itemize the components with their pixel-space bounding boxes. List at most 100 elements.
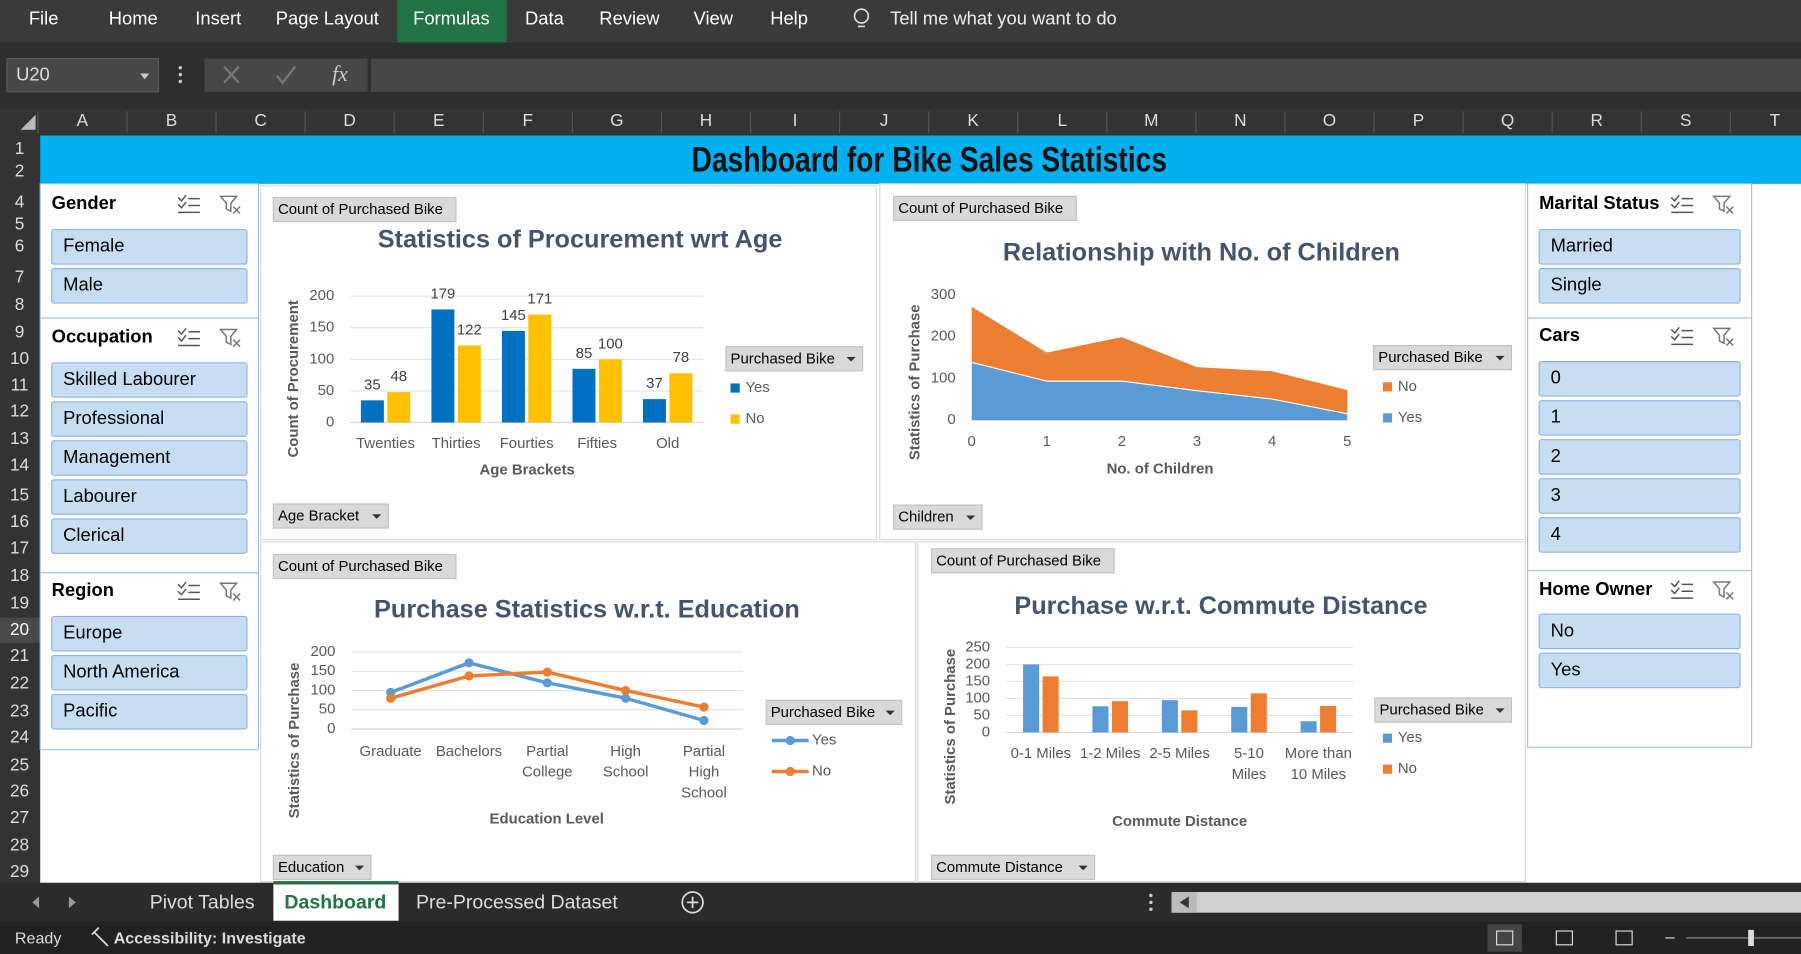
legend-label[interactable]: Yes [1398, 729, 1422, 746]
legend-title-button[interactable] [1373, 344, 1513, 371]
active-ribbon-tab[interactable] [397, 0, 507, 43]
slicer-item-label[interactable]: 2 [1551, 445, 1561, 466]
row-header[interactable]: 1 [15, 138, 25, 158]
row-header[interactable]: 29 [10, 861, 29, 881]
ribbon-tab[interactable]: Insert [195, 7, 241, 28]
row-header[interactable]: 25 [10, 754, 29, 774]
ribbon-tab[interactable]: Home [109, 7, 158, 28]
slicer-item[interactable] [51, 229, 248, 265]
active-sheet-tab[interactable] [273, 882, 399, 921]
slicer-item[interactable] [1538, 400, 1741, 436]
slicer-item[interactable] [1538, 652, 1741, 689]
zoom-thumb[interactable] [1748, 929, 1754, 946]
slicer-item-label[interactable]: Skilled Labourer [63, 368, 196, 389]
legend-label[interactable]: No [1398, 760, 1417, 777]
row-header[interactable]: 12 [10, 401, 29, 421]
axis-field-button-dropdown[interactable] [1078, 865, 1088, 871]
column-header[interactable]: N [1234, 110, 1246, 130]
row-header[interactable]: 16 [10, 511, 29, 531]
row-header[interactable]: 2 [15, 161, 25, 181]
legend-label[interactable]: No [745, 410, 764, 427]
column-header[interactable]: K [967, 110, 979, 130]
row-header[interactable]: 13 [10, 428, 29, 448]
function-icon[interactable]: fx [332, 62, 348, 86]
slicer-item-label[interactable]: Professional [63, 407, 164, 428]
slicer-item[interactable] [51, 440, 248, 476]
ribbon-tab[interactable]: Page Layout [276, 7, 379, 28]
accessibility-status[interactable]: Accessibility: Investigate [114, 929, 306, 947]
slicer-item[interactable] [1538, 439, 1741, 475]
legend-title-button-dropdown[interactable] [846, 357, 856, 362]
column-header[interactable]: R [1590, 110, 1602, 130]
slicer-item[interactable] [1538, 229, 1741, 265]
legend-title-button-label[interactable]: Purchased Bike [1379, 702, 1483, 719]
value-field-button[interactable] [272, 196, 457, 223]
row-header[interactable]: 19 [10, 592, 29, 612]
clear-filter-button[interactable] [218, 328, 241, 348]
row-header[interactable]: 17 [10, 537, 29, 557]
column-header[interactable]: T [1770, 110, 1781, 130]
row-header[interactable]: 8 [15, 294, 25, 314]
slicer-item-label[interactable]: Europe [63, 622, 122, 643]
slicer-item-label[interactable]: No [1551, 619, 1574, 640]
normal-view[interactable] [1487, 924, 1522, 952]
row-header[interactable]: 28 [10, 835, 29, 855]
slicer-item-label[interactable]: 4 [1551, 523, 1561, 544]
legend-label[interactable]: No [812, 762, 831, 779]
slicer-item[interactable] [51, 518, 248, 554]
value-field-button-label[interactable]: Count of Purchased Bike [936, 552, 1101, 569]
axis-field-button[interactable] [893, 504, 983, 530]
horizontal-scrollbar[interactable] [1171, 892, 1801, 913]
column-header[interactable]: A [77, 110, 89, 130]
slicer-item[interactable] [51, 401, 248, 437]
axis-field-button-label[interactable]: Commute Distance [936, 859, 1063, 876]
slicer-item-label[interactable]: 3 [1551, 484, 1561, 505]
search-box[interactable]: Tell me what you want to do [890, 7, 1117, 28]
row-header[interactable]: 23 [10, 700, 29, 720]
row-header[interactable]: 22 [10, 673, 29, 693]
slicer-item[interactable] [1538, 517, 1741, 553]
name-box[interactable] [6, 57, 160, 93]
legend-title-button-label[interactable]: Purchased Bike [1378, 349, 1482, 366]
legend-title-button[interactable] [765, 699, 903, 725]
page-break-view[interactable] [1615, 930, 1633, 946]
column-header[interactable]: M [1144, 110, 1158, 130]
column-header[interactable]: J [880, 110, 889, 130]
multi-select-button[interactable] [177, 581, 200, 601]
column-header[interactable]: I [793, 110, 798, 130]
column-header[interactable]: C [254, 110, 266, 130]
ribbon-tab[interactable]: Help [770, 7, 808, 28]
name-box-dropdown[interactable] [140, 73, 150, 80]
row-header[interactable]: 26 [10, 781, 29, 801]
column-header[interactable]: O [1323, 110, 1336, 130]
legend-label[interactable]: No [1398, 378, 1417, 395]
column-header[interactable]: D [343, 110, 355, 130]
new-sheet-button[interactable] [681, 891, 704, 914]
legend-title-button-dropdown[interactable] [1495, 355, 1505, 361]
slicer-item-label[interactable]: Female [63, 235, 124, 256]
slicer-item-label[interactable]: Management [63, 446, 170, 467]
row-header[interactable]: 27 [10, 807, 29, 827]
legend-title-button[interactable] [725, 346, 864, 372]
row-header[interactable]: 14 [10, 455, 30, 475]
slicer-item[interactable] [51, 615, 248, 652]
clear-filter-button[interactable] [1712, 195, 1734, 215]
slicer-item-label[interactable]: 1 [1551, 406, 1561, 427]
multi-select-button[interactable] [1670, 194, 1694, 214]
column-header[interactable]: L [1057, 110, 1067, 130]
row-header[interactable]: 6 [15, 235, 25, 255]
value-field-button-label[interactable]: Count of Purchased Bike [278, 201, 443, 218]
row-header[interactable]: 24 [10, 727, 30, 747]
slicer-item[interactable] [1538, 613, 1741, 650]
multi-select-button[interactable] [1670, 580, 1694, 599]
value-field-button[interactable] [893, 195, 1077, 221]
legend-title-button-dropdown[interactable] [1495, 708, 1505, 713]
slicer-item-label[interactable]: 0 [1551, 367, 1561, 388]
axis-field-button[interactable] [930, 854, 1096, 880]
enter-icon[interactable] [275, 65, 297, 85]
row-header[interactable]: 18 [10, 565, 29, 585]
legend-title-button-label[interactable]: Purchased Bike [771, 704, 875, 721]
axis-field-button-label[interactable]: Education [278, 859, 344, 876]
legend-label[interactable]: Yes [745, 379, 769, 396]
ribbon-tab[interactable]: Review [599, 7, 660, 28]
